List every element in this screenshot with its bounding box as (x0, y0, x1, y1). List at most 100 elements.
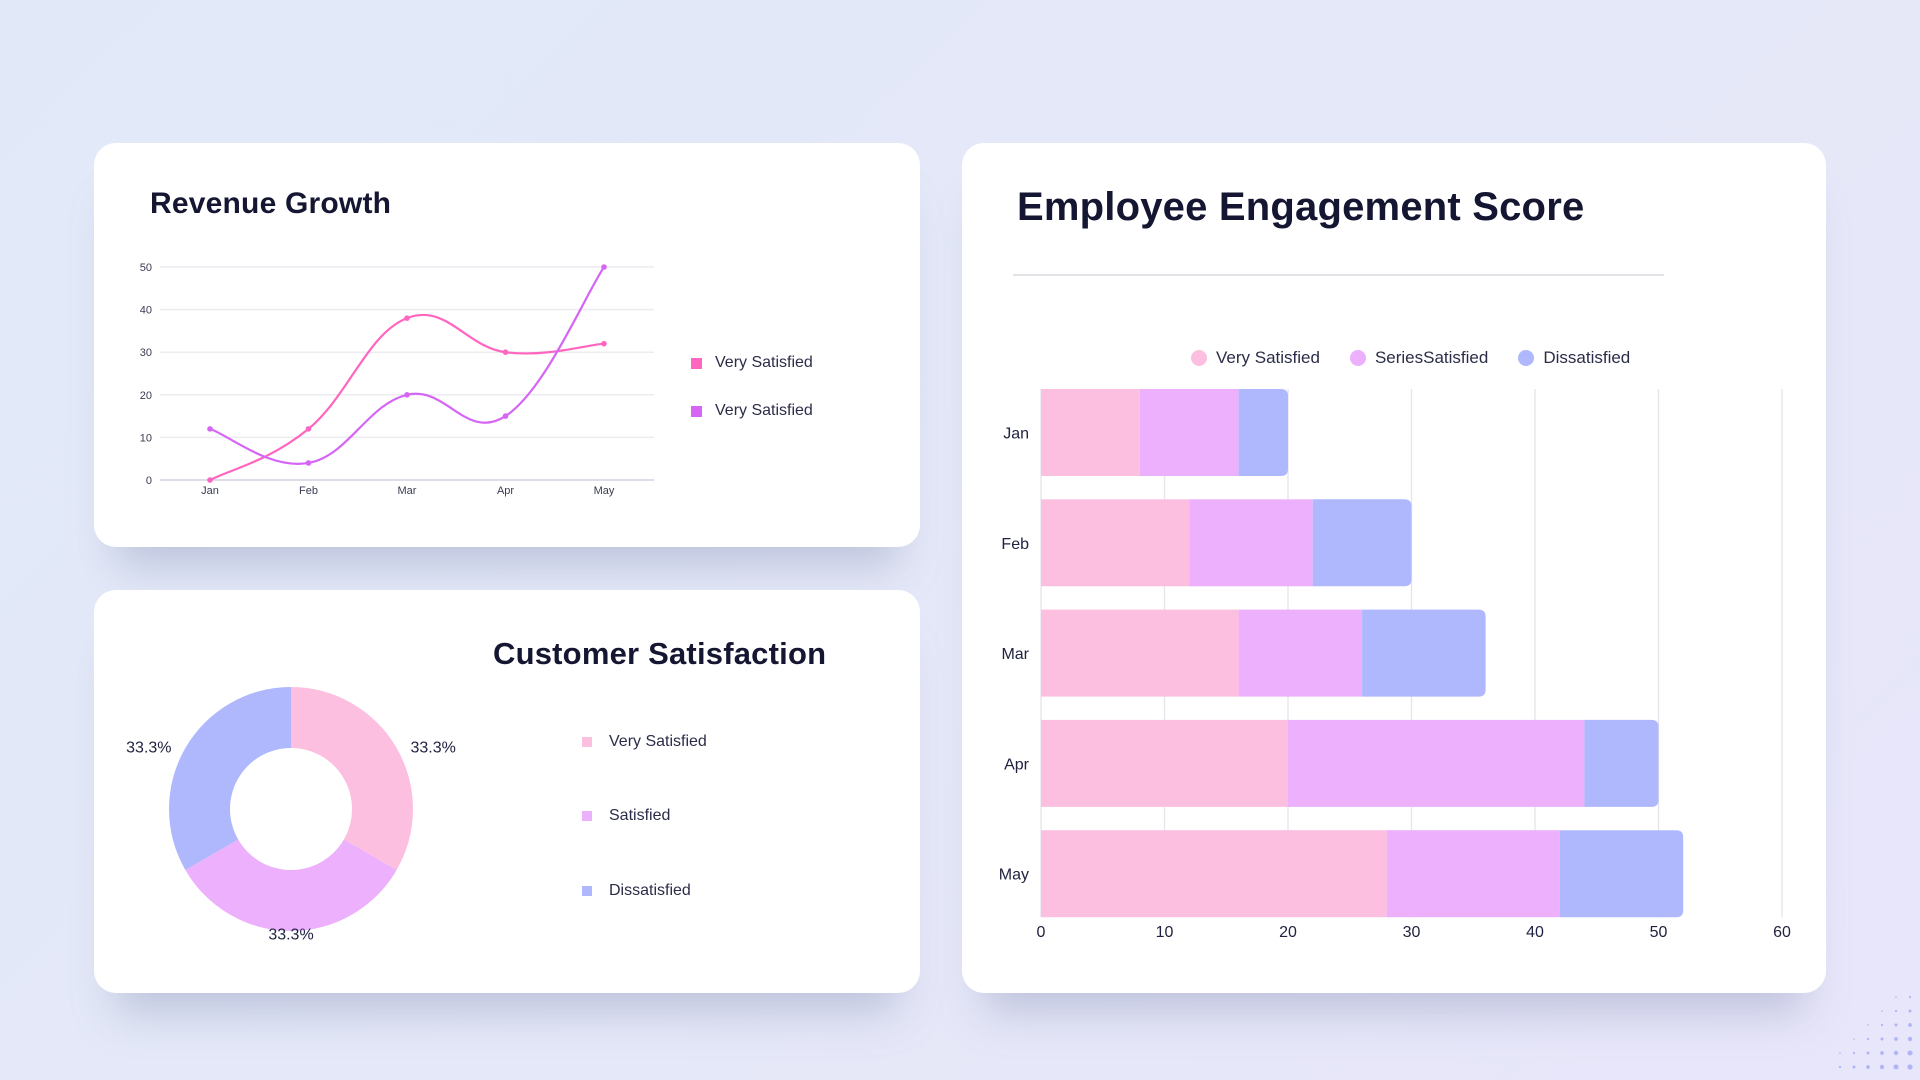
decorative-dot-grid (1838, 995, 1913, 1070)
bar-segment-dissatisfied (1559, 830, 1684, 918)
legend-square-icon (582, 811, 592, 821)
data-point (305, 426, 312, 432)
data-point (305, 460, 312, 466)
legend-label: Dissatisfied (609, 882, 691, 899)
legend-square-icon (582, 737, 592, 747)
decor-dot (1838, 1065, 1842, 1069)
bar-segment-dissatisfied (1312, 499, 1412, 587)
customer-satisfaction-card: Customer Satisfaction 33.3% 33.3% 33.3% Ve… (94, 590, 920, 993)
x-tick-label: 50 (1650, 924, 1668, 941)
customer-donut-chart: 33.3% 33.3% 33.3% (126, 687, 456, 944)
x-tick-label: May (594, 485, 615, 497)
bar-segment-seriessatisfied (1288, 719, 1585, 807)
legend-item-very-satisfied-purple[interactable]: Very Satisfied (691, 402, 813, 420)
engagement-legend: Very Satisfied SeriesSatisfied Dissatisf… (1191, 348, 1630, 368)
decor-dot (1895, 996, 1897, 998)
decor-dot (1908, 995, 1912, 999)
legend-item-satisfied[interactable]: Satisfied (582, 807, 670, 825)
decor-dot (1880, 1051, 1884, 1055)
decor-dot (1907, 1050, 1913, 1056)
data-point (601, 340, 607, 347)
y-category-label: Apr (1004, 756, 1030, 773)
decor-dot (1839, 1052, 1841, 1054)
title-divider (1013, 274, 1664, 276)
y-category-label: Jan (1003, 426, 1029, 443)
decor-dot (1853, 1038, 1855, 1040)
decor-dot (1880, 1023, 1884, 1027)
legend-item-very-satisfied[interactable]: Very Satisfied (582, 733, 707, 751)
decor-dot (1866, 1037, 1870, 1041)
decor-dot (1907, 1064, 1913, 1070)
revenue-line-chart: 0 10 20 30 40 50 Jan Feb Mar Apr May (140, 262, 654, 497)
decor-dot (1866, 1051, 1870, 1055)
y-tick-label: 50 (140, 262, 152, 274)
x-tick-label: Apr (497, 485, 514, 497)
legend-label: Very Satisfied (1216, 348, 1320, 367)
bar-segment-seriessatisfied (1238, 609, 1363, 697)
legend-label: Very Satisfied (715, 354, 813, 371)
x-tick-label: 60 (1773, 924, 1791, 941)
donut-slice-satisfied (185, 839, 397, 931)
legend-square-icon (691, 405, 702, 417)
decor-dot (1866, 1065, 1870, 1069)
bar-segment-dissatisfied (1238, 389, 1288, 476)
legend-dot-icon (1191, 350, 1207, 366)
decor-dot (1881, 1010, 1883, 1012)
decor-dot (1879, 1064, 1885, 1070)
decor-dot (1894, 1037, 1898, 1041)
y-tick-label: 10 (140, 432, 152, 444)
series-line-1 (209, 266, 605, 465)
x-tick-label: 20 (1279, 924, 1297, 941)
data-point (502, 413, 509, 419)
legend-label: SeriesSatisfied (1374, 348, 1489, 367)
data-point (404, 392, 410, 398)
y-tick-label: 40 (140, 305, 152, 317)
data-point (207, 477, 213, 483)
decor-dot (1852, 1051, 1856, 1055)
legend-item-very-satisfied-pink[interactable]: Very Satisfied (691, 354, 813, 372)
y-category-label: Feb (1001, 536, 1029, 553)
bar-segment-very-satisfied (1041, 499, 1190, 587)
legend-item-dissatisfied[interactable]: Dissatisfied (582, 882, 691, 900)
slice-label: 33.3% (410, 740, 455, 757)
decor-dot (1893, 1064, 1899, 1070)
decor-dot (1908, 1023, 1912, 1027)
data-point (601, 264, 607, 270)
decor-dot (1908, 1009, 1912, 1013)
data-point (207, 426, 213, 432)
x-tick-label: Mar (398, 485, 417, 497)
decor-dot (1893, 1050, 1899, 1056)
legend-item-series-satisfied[interactable]: SeriesSatisfied (1349, 348, 1489, 368)
legend-item-dissatisfied[interactable]: Dissatisfied (1518, 348, 1630, 368)
legend-label: Very Satisfied (715, 402, 813, 419)
bar-segment-very-satisfied (1041, 830, 1387, 918)
donut-slice-very-satisfied (291, 687, 413, 870)
y-category-label: May (999, 867, 1029, 884)
x-tick-label: 10 (1156, 924, 1174, 941)
legend-label: Dissatisfied (1543, 348, 1631, 367)
x-tick-label: 30 (1403, 924, 1421, 941)
legend-dot-icon (1518, 350, 1535, 366)
data-point (502, 349, 509, 355)
x-tick-label: 40 (1526, 924, 1544, 941)
legend-item-very-satisfied[interactable]: Very Satisfied (1191, 348, 1320, 368)
legend-square-icon (582, 886, 592, 896)
data-point (404, 315, 410, 321)
legend-label: Very Satisfied (609, 733, 707, 750)
bar-segment-very-satisfied (1041, 389, 1140, 476)
bar-segment-seriessatisfied (1189, 499, 1313, 587)
engagement-bar-chart: 0 10 20 30 40 50 60 Jan Feb Mar Apr May (999, 389, 1791, 941)
revenue-growth-card: Revenue Growth 0 10 20 30 40 50 Jan Feb Mar Apr Ma… (94, 143, 920, 547)
bar-segment-seriessatisfied (1139, 389, 1239, 476)
employee-engagement-title: Employee Engagement Score (1017, 185, 1585, 229)
decor-dot (1867, 1024, 1869, 1026)
bar-segment-very-satisfied (1041, 719, 1288, 807)
decor-dot (1880, 1037, 1884, 1041)
slice-label: 33.3% (126, 740, 171, 757)
x-tick-label: 0 (1037, 924, 1046, 941)
legend-dot-icon (1349, 350, 1366, 366)
bar-segment-dissatisfied (1584, 719, 1659, 807)
legend-label: Satisfied (609, 807, 671, 824)
revenue-growth-title: Revenue Growth (150, 187, 392, 220)
y-tick-label: 20 (140, 390, 152, 402)
